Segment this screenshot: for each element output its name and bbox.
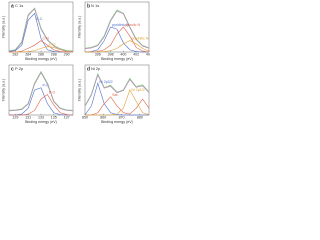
x-tick-label: 404	[146, 52, 150, 56]
x-tick-label: 290	[64, 52, 70, 56]
panel-title: N 1s	[91, 3, 99, 8]
series-line	[85, 96, 150, 116]
x-tick-label: 133	[38, 115, 44, 119]
peak-label: C-C	[36, 17, 43, 21]
peak-label: P-C	[43, 84, 50, 88]
panel: 282 284 286 288 290 Binding energy (eV) Intens…	[1, 1, 74, 61]
panel: 850 860 870 880 Binding energy (eV) Intensity…	[77, 64, 150, 124]
x-axis-label: Binding energy (eV)	[25, 57, 57, 61]
x-tick-label: 400	[120, 52, 126, 56]
x-tick-label: 402	[133, 52, 139, 56]
peak-label: pyridinic N	[112, 23, 129, 27]
x-tick-label: 135	[51, 115, 57, 119]
peak-label: Sat.	[112, 93, 118, 97]
peak-label: P-O	[49, 90, 56, 94]
panel-letter: a	[11, 3, 14, 9]
series-line	[84, 74, 150, 107]
series-line	[84, 9, 150, 49]
x-tick-label: 860	[100, 115, 106, 119]
series-line	[85, 89, 150, 116]
x-axis-label: Binding energy (eV)	[101, 57, 133, 61]
x-tick-label: 396	[95, 52, 101, 56]
y-axis-label: Intensity (a.u.)	[1, 16, 5, 39]
panel-letter: c	[11, 66, 14, 72]
series-line	[84, 26, 149, 53]
series-line	[9, 87, 73, 116]
plot-frame	[84, 64, 150, 116]
x-tick-label: 398	[108, 52, 114, 56]
figure: 282 284 286 288 290 Binding energy (eV) Intens…	[1, 1, 150, 124]
peak-label: C-N	[43, 37, 50, 41]
panel-title: Ni 2p	[91, 66, 101, 71]
plot-frame	[84, 1, 150, 53]
series-line	[9, 94, 74, 116]
x-tick-label: 282	[12, 52, 18, 56]
series-line	[85, 40, 150, 53]
series-line	[8, 8, 74, 52]
y-axis-label: Intensity (a.u.)	[77, 79, 81, 102]
series-line	[9, 40, 73, 53]
series-line	[8, 70, 74, 111]
y-axis-label: Intensity (a.u.)	[77, 16, 81, 39]
peak-label: pyrrolic N	[125, 23, 141, 27]
x-tick-label: 129	[12, 115, 18, 119]
panel: 129 131 133 135 137 Binding energy (eV) Intens…	[1, 64, 74, 124]
peak-label: Ni 2p1/2	[131, 88, 144, 92]
x-tick-label: 137	[64, 115, 70, 119]
series-line	[84, 10, 150, 50]
x-tick-label: 131	[25, 115, 31, 119]
panel-letter: b	[87, 3, 90, 9]
series-line	[8, 72, 74, 112]
x-axis-label: Binding energy (eV)	[25, 120, 57, 124]
x-tick-label: 850	[82, 115, 88, 119]
peak-label: C-O	[49, 42, 56, 46]
x-tick-label: 880	[137, 115, 143, 119]
series-line	[9, 46, 74, 53]
x-tick-label: 288	[51, 52, 57, 56]
peak-label: graphitic N	[131, 37, 149, 41]
x-tick-label: 286	[38, 52, 44, 56]
x-tick-label: 870	[119, 115, 125, 119]
panel-title: P 2p	[15, 66, 24, 71]
panel: 396 398 400 402 404 Binding energy (eV) Intens…	[77, 1, 150, 61]
panel-title: C 1s	[15, 3, 23, 8]
peak-label: Ni 2p3/2	[99, 80, 112, 84]
x-axis-label: Binding energy (eV)	[101, 120, 133, 124]
x-tick-label: 284	[25, 52, 31, 56]
series-line	[84, 82, 149, 116]
panel-letter: d	[87, 66, 90, 72]
y-axis-label: Intensity (a.u.)	[1, 79, 5, 102]
